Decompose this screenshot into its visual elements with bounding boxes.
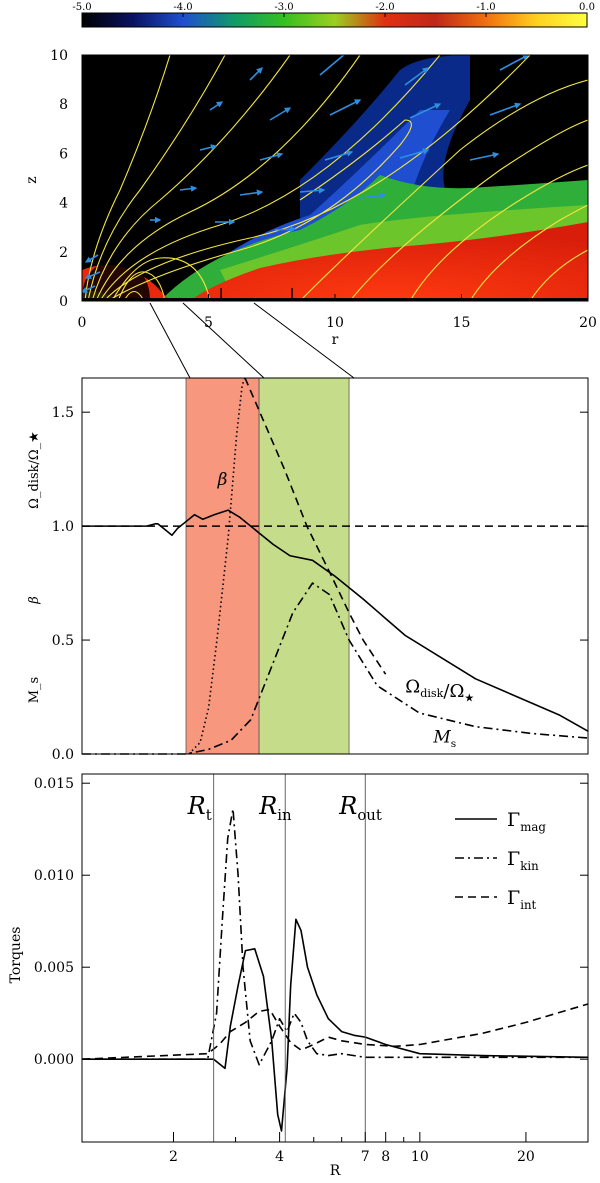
y-tick-label: 8	[59, 97, 68, 113]
x-tick-label: 20	[579, 315, 597, 331]
colorbar-bar	[81, 12, 588, 28]
y-tick-label: 0.015	[34, 776, 74, 792]
y-tick-label: 0.000	[34, 1052, 74, 1068]
radius-line-label: Rout	[338, 792, 382, 824]
y-tick-label: 1.5	[52, 405, 74, 421]
region-bands	[185, 378, 350, 754]
y-tick-label: 0.005	[34, 960, 74, 976]
profile-line	[244, 377, 387, 675]
legend-label: Γkin	[507, 848, 539, 873]
x-tick-label: 5	[204, 315, 213, 331]
ylabel-omega: Ω_disk/Ω_★	[27, 431, 42, 509]
colorbar-tick-label: 0.0	[579, 2, 595, 13]
x-tick-label: 10	[326, 315, 344, 331]
panel-b-axes: 0.0 0.5 1.0 1.5	[52, 405, 588, 763]
y-tick-label: 0.5	[52, 633, 74, 649]
colorbar-tick-label: -3.0	[274, 2, 293, 13]
radius-line-label: Rin	[258, 792, 292, 824]
y-tick-label: 2	[59, 245, 68, 261]
legend-label: Γmag	[507, 809, 546, 834]
region-band	[186, 378, 260, 754]
y-tick-label: 0	[59, 294, 68, 310]
x-axis-label-R: R	[330, 1163, 341, 1179]
region-band	[259, 378, 350, 754]
annotation-omega: Ωdisk/Ω★	[405, 676, 474, 704]
y-tick-label: 0.0	[52, 747, 74, 763]
colorbar-tick-label: -2.0	[375, 2, 394, 13]
torque-legend: Γmag Γkin Γint	[455, 809, 546, 912]
x-tick-label: 2	[169, 1149, 178, 1165]
colorbar: -5.0 -4.0 -3.0 -2.0 -1.0 0.0	[72, 2, 595, 28]
legend-label: Γint	[507, 887, 537, 912]
y-axis-label-torques: Torques	[8, 927, 24, 984]
x-tick-label: 20	[517, 1149, 535, 1165]
density-image	[82, 55, 588, 301]
radius-lines: Rt Rin Rout	[187, 774, 382, 1142]
colorbar-tick-label: -1.0	[476, 2, 495, 13]
panel-c-axes: 0.000 0.005 0.010 0.015 2 4 7 8 10 20	[34, 776, 589, 1165]
x-tick-label: 4	[275, 1149, 284, 1165]
ylabel-beta: β	[27, 596, 42, 605]
colorbar-tick-label: -5.0	[72, 2, 91, 13]
velocity-arrows	[82, 55, 530, 293]
x-tick-label: 10	[411, 1149, 429, 1165]
y-tick-label: 10	[50, 48, 68, 64]
profile-line	[188, 377, 246, 755]
y-axis-label: z	[24, 176, 40, 183]
panel-frame-b	[81, 377, 589, 755]
x-tick-label: 8	[381, 1149, 390, 1165]
panel-torques: Rt Rin Rout 0.000 0.005 0.010 0.015 2 4 7 8 10 20 Γ…	[8, 773, 589, 1179]
annotation-beta: β	[217, 470, 228, 490]
profile-annotations: β Ωdisk/Ω★ Ms	[217, 470, 475, 750]
radius-line-label: Rt	[187, 792, 212, 824]
radius-markers	[220, 288, 293, 301]
panel-axes: 0 5 10 15 20 0 2 4 6 8 10	[50, 48, 597, 331]
y-tick-label: 1.0	[52, 519, 74, 535]
field-lines	[84, 55, 588, 301]
x-tick-label: 7	[361, 1149, 370, 1165]
y-tick-label: 4	[59, 196, 68, 212]
torque-line	[82, 808, 588, 1066]
profile-series	[82, 377, 589, 755]
ylabel-ms: M_s	[27, 677, 42, 703]
x-tick-label: 15	[453, 315, 471, 331]
profile-line	[82, 582, 589, 755]
connector-lines	[149, 302, 355, 379]
colorbar-tick-label: -4.0	[173, 2, 192, 13]
x-tick-label: 0	[78, 315, 87, 331]
annotation-ms: Ms	[432, 728, 456, 750]
panel-profiles: 0.0 0.5 1.0 1.5 Ω_disk/Ω_★ β M_s β Ωdisk/Ω★ M…	[27, 377, 589, 763]
colorbar-ticks: -5.0 -4.0 -3.0 -2.0 -1.0 0.0	[72, 2, 595, 17]
y-tick-label: 0.010	[34, 868, 74, 884]
torque-line	[81, 1003, 589, 1060]
panel-frame-c	[81, 773, 589, 1143]
x-axis-label: r	[332, 332, 339, 348]
y-tick-label: 6	[59, 146, 68, 162]
panel-density-map: 0 5 10 15 20 0 2 4 6 8 10 r z	[24, 48, 597, 348]
